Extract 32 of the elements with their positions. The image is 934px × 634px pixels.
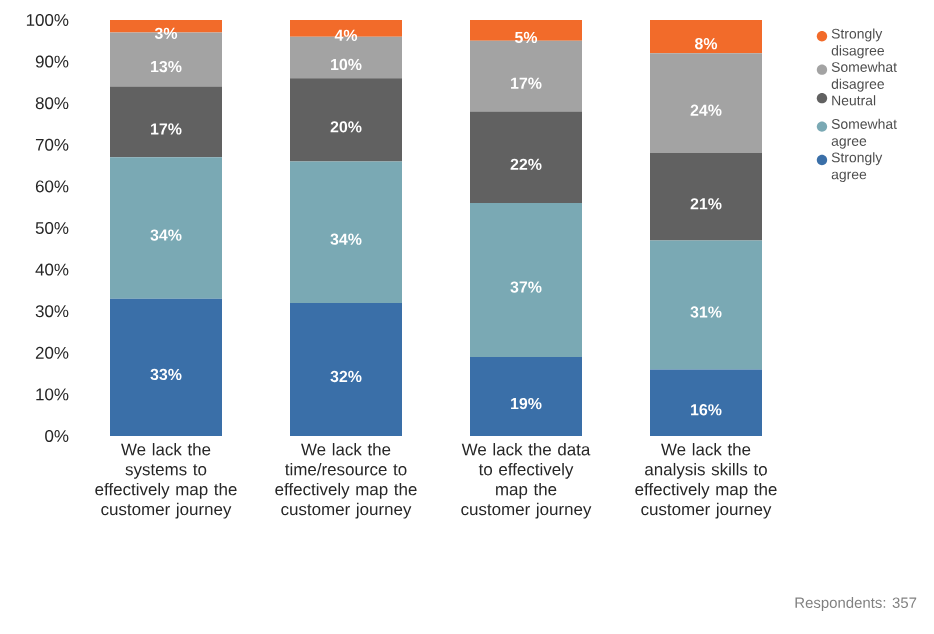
bar xyxy=(290,78,402,162)
bar xyxy=(470,111,582,204)
bar xyxy=(290,19,402,37)
x-tick-label: We lack the systems to effectively map the customer journey xyxy=(95,443,237,519)
y-tick-label: 100% xyxy=(26,14,69,26)
bar xyxy=(650,240,762,370)
bar xyxy=(470,19,582,41)
bar xyxy=(470,40,582,112)
y-tick-label: 80% xyxy=(35,97,69,110)
bar xyxy=(290,161,402,303)
y-tick-label: 50% xyxy=(35,222,69,234)
y-tick-label: 20% xyxy=(35,346,69,359)
x-tick-label: We lack the time/resource to effectively map the customer journey xyxy=(275,443,417,519)
bar xyxy=(650,19,762,54)
x-tick-label: We lack the data to effectively map the customer journey xyxy=(461,443,592,519)
y-tick-label: 30% xyxy=(35,305,69,318)
y-tick-label: 40% xyxy=(35,263,69,276)
x-tick-label: We lack the analysis skills to effectively map the customer journey xyxy=(635,443,777,519)
y-tick-label: 0% xyxy=(45,430,69,442)
bar xyxy=(110,298,222,436)
bar xyxy=(110,86,222,158)
bar xyxy=(470,203,582,357)
bar xyxy=(290,302,402,436)
bar xyxy=(470,356,582,436)
y-tick-label: 90% xyxy=(35,55,69,68)
bar xyxy=(650,53,762,154)
y-tick-label: 60% xyxy=(35,180,69,193)
bar xyxy=(110,157,222,299)
y-tick-label: 70% xyxy=(35,138,69,151)
bar xyxy=(650,153,762,241)
bar xyxy=(650,369,762,436)
y-tick-label: 10% xyxy=(36,388,69,401)
